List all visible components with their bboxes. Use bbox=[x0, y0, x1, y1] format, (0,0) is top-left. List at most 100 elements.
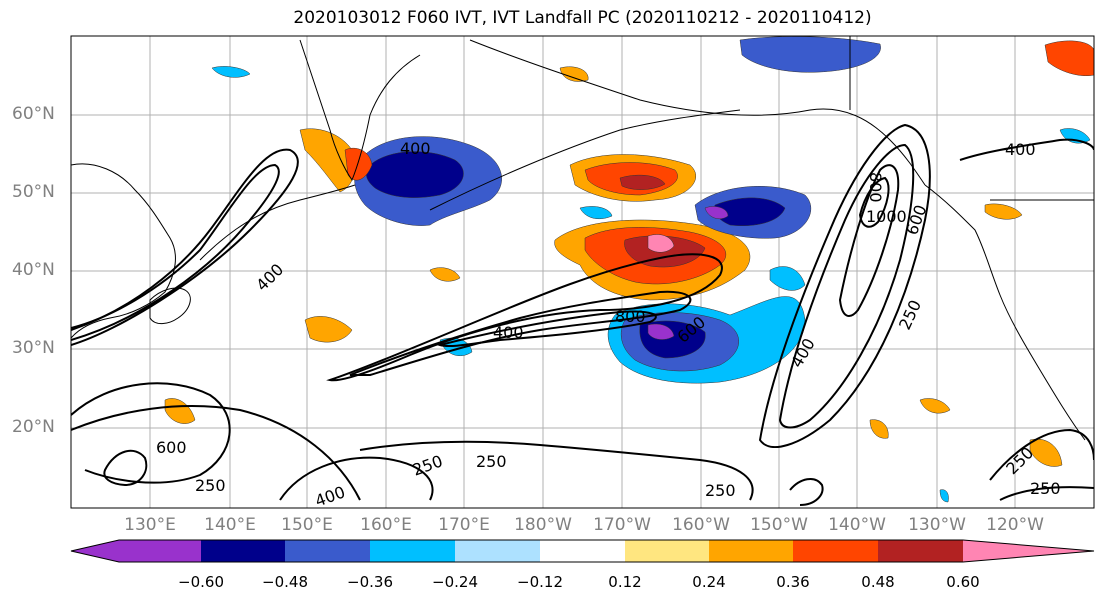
lon-label: 150°W bbox=[750, 515, 808, 535]
contour-trough-c bbox=[71, 405, 361, 501]
contour-400-ne bbox=[959, 138, 1094, 161]
colorbar-segment bbox=[793, 540, 878, 562]
pos-patch-6 bbox=[984, 203, 1023, 220]
contour-label: 800 bbox=[615, 307, 646, 326]
colorbar-tick-label: −0.12 bbox=[517, 573, 563, 591]
colorbar-tick-label: 0.60 bbox=[946, 573, 980, 591]
neg-purple-subtropic bbox=[647, 323, 675, 340]
neg-patch-5 bbox=[579, 206, 613, 219]
contour-trough-b bbox=[103, 449, 148, 487]
colorbar-segment bbox=[71, 540, 201, 562]
map-frame bbox=[70, 35, 1095, 509]
aleutian-arc bbox=[429, 109, 741, 211]
neg-patch-6 bbox=[939, 489, 949, 503]
kuril-arc bbox=[199, 184, 356, 261]
contour-label: 250 bbox=[1030, 479, 1061, 498]
lat-label: 40°N bbox=[12, 260, 55, 280]
colorbar-tick-label: −0.36 bbox=[347, 573, 393, 591]
lon-label: 180°W bbox=[514, 515, 572, 535]
colorbar-tick-label: 0.36 bbox=[776, 573, 810, 591]
pos-patch-4 bbox=[869, 419, 889, 439]
neg-region-alaska bbox=[739, 36, 881, 73]
lon-label: 130°E bbox=[124, 515, 176, 535]
contour-label: 250 bbox=[476, 452, 507, 471]
contour-sub-1 bbox=[279, 456, 434, 501]
north-america-coast bbox=[924, 184, 1086, 441]
colorbar-segment bbox=[455, 540, 540, 562]
contour-east-outer bbox=[758, 123, 931, 449]
contour-trough-a bbox=[71, 382, 231, 484]
lon-label: 130°W bbox=[908, 515, 966, 535]
contour-sub-4 bbox=[989, 428, 1094, 481]
contour-sub-5 bbox=[999, 486, 1094, 501]
japan-coast bbox=[149, 287, 191, 325]
colorbar-segment bbox=[878, 540, 963, 562]
colorbar-tick-label: 0.24 bbox=[692, 573, 726, 591]
lat-label: 50°N bbox=[12, 182, 55, 202]
colorbar-tick-label: 0.12 bbox=[608, 573, 642, 591]
asia-coast bbox=[71, 163, 176, 339]
colorbar-segment bbox=[625, 540, 709, 562]
pos-patch-3 bbox=[919, 398, 951, 414]
contour-jet-inner bbox=[436, 310, 657, 348]
coastlines bbox=[71, 36, 1094, 441]
contour-label: 400 bbox=[493, 323, 524, 342]
contour-east-inner bbox=[838, 164, 900, 317]
colorbar-segment bbox=[540, 540, 625, 562]
pos-pink-central bbox=[647, 234, 675, 253]
colorbar-segment bbox=[370, 540, 455, 562]
colorbar-segment bbox=[201, 540, 285, 562]
contour-sub-3 bbox=[789, 478, 824, 506]
lat-label: 30°N bbox=[12, 338, 55, 358]
map-title: 2020103012 F060 IVT, IVT Landfall PC (20… bbox=[293, 8, 872, 28]
lon-label: 140°E bbox=[204, 515, 256, 535]
lon-label: 170°W bbox=[593, 515, 651, 535]
contour-label: 250 bbox=[705, 481, 736, 500]
contour-east-mid bbox=[778, 143, 915, 429]
pc-shading bbox=[164, 36, 1094, 503]
contour-jet-outer bbox=[326, 253, 723, 382]
kamchatka bbox=[299, 39, 421, 182]
lat-label: 20°N bbox=[12, 417, 55, 437]
colorbar-tick-label: −0.24 bbox=[432, 573, 478, 591]
contour-label: 1000 bbox=[866, 207, 907, 226]
lon-label: 120°W bbox=[986, 515, 1044, 535]
lon-label: 160°W bbox=[672, 515, 730, 535]
alaska-coast bbox=[469, 39, 926, 186]
colorbar-outline bbox=[70, 539, 1095, 563]
neg-patch-2 bbox=[769, 266, 806, 291]
lon-label: 170°E bbox=[438, 515, 490, 535]
pos-patch-8 bbox=[559, 66, 589, 82]
lon-label: 140°W bbox=[828, 515, 886, 535]
contour-asia-inner bbox=[71, 163, 280, 341]
pos-dark-gulf-north bbox=[619, 174, 666, 190]
neg-patch-4 bbox=[211, 66, 251, 78]
neg-core-bering bbox=[366, 151, 464, 198]
contour-label: 600 bbox=[156, 438, 187, 457]
contour-label: 400 bbox=[400, 139, 431, 158]
contour-label: 800 bbox=[866, 172, 885, 203]
colorbar-tick-label: 0.48 bbox=[861, 573, 895, 591]
pos-patch-2 bbox=[164, 398, 196, 424]
contour-gulf-1000 bbox=[858, 176, 890, 228]
contour-label: 250 bbox=[195, 476, 226, 495]
pos-region-ne-corner bbox=[1044, 40, 1094, 76]
colorbar-tick-label: −0.60 bbox=[178, 573, 224, 591]
pos-patch-7 bbox=[429, 267, 461, 282]
colorbar-segment bbox=[963, 540, 1094, 562]
colorbar-segment bbox=[709, 540, 793, 562]
ivt-contours bbox=[71, 123, 1094, 506]
pos-patch-5 bbox=[1029, 438, 1063, 467]
lon-label: 150°E bbox=[281, 515, 333, 535]
colorbar-tick-label: −0.48 bbox=[262, 573, 308, 591]
colorbar-segments bbox=[70, 539, 1095, 563]
contour-asia-outer bbox=[71, 148, 299, 346]
pos-patch-1 bbox=[304, 316, 353, 343]
colorbar-segment bbox=[285, 540, 370, 562]
lon-label: 160°E bbox=[360, 515, 412, 535]
neg-purple-gulf-east bbox=[704, 206, 729, 219]
contour-sub-2 bbox=[359, 440, 754, 501]
lat-label: 60°N bbox=[12, 104, 55, 124]
